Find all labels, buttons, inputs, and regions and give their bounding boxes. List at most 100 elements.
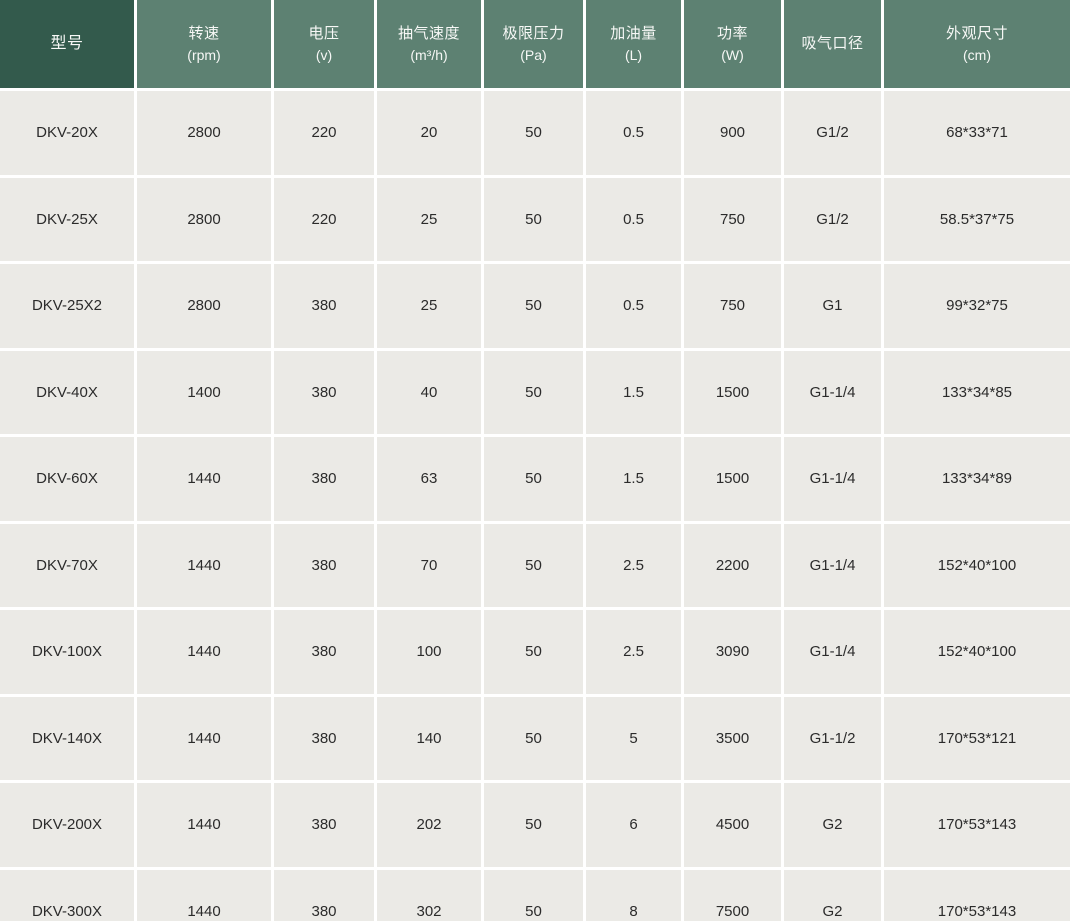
column-header-0: 型号 bbox=[0, 0, 134, 88]
column-header-label: 电压 bbox=[308, 24, 340, 42]
cell-value: 4500 bbox=[684, 783, 781, 867]
cell-model: DKV-60X bbox=[0, 437, 134, 521]
cell-value: 50 bbox=[484, 264, 583, 348]
column-header-8: 外观尺寸 (cm) bbox=[884, 0, 1070, 88]
cell-model: DKV-25X2 bbox=[0, 264, 134, 348]
cell-model: DKV-140X bbox=[0, 696, 134, 780]
cell-value: G1 bbox=[784, 264, 881, 348]
cell-value: 220 bbox=[274, 91, 374, 175]
cell-model: DKV-20X bbox=[0, 91, 134, 175]
cell-value: 170*53*143 bbox=[884, 869, 1070, 921]
cell-value: 1440 bbox=[137, 610, 271, 694]
column-header-label: 极限压力 bbox=[502, 24, 565, 42]
cell-value: 63 bbox=[377, 437, 481, 521]
cell-value: G1-1/4 bbox=[784, 437, 881, 521]
cell-value: 380 bbox=[274, 696, 374, 780]
column-header-6: 功率 (W) bbox=[684, 0, 781, 88]
cell-value: 20 bbox=[377, 91, 481, 175]
cell-value: 202 bbox=[377, 783, 481, 867]
cell-value: 380 bbox=[274, 523, 374, 607]
cell-value: 380 bbox=[274, 869, 374, 921]
cell-value: 133*34*89 bbox=[884, 437, 1070, 521]
column-header-label: 抽气速度 bbox=[397, 24, 460, 42]
cell-value: G1/2 bbox=[784, 91, 881, 175]
cell-value: 170*53*143 bbox=[884, 783, 1070, 867]
column-header-label: 加油量 bbox=[610, 24, 657, 42]
cell-value: 133*34*85 bbox=[884, 350, 1070, 434]
cell-value: 50 bbox=[484, 437, 583, 521]
column-header-label: 吸气口径 bbox=[801, 35, 864, 53]
cell-value: 380 bbox=[274, 350, 374, 434]
column-header-unit: (m³/h) bbox=[410, 46, 448, 63]
cell-value: 0.5 bbox=[586, 264, 681, 348]
cell-model: DKV-25X bbox=[0, 177, 134, 261]
column-header-3: 抽气速度 (m³/h) bbox=[377, 0, 481, 88]
cell-value: 1500 bbox=[684, 437, 781, 521]
cell-value: 50 bbox=[484, 696, 583, 780]
column-header-4: 极限压力 (Pa) bbox=[484, 0, 583, 88]
column-header-unit: (cm) bbox=[963, 46, 991, 63]
cell-value: 1400 bbox=[137, 350, 271, 434]
cell-value: 900 bbox=[684, 91, 781, 175]
cell-value: 25 bbox=[377, 264, 481, 348]
cell-value: 2800 bbox=[137, 177, 271, 261]
cell-value: 1440 bbox=[137, 783, 271, 867]
cell-value: 50 bbox=[484, 783, 583, 867]
cell-value: 140 bbox=[377, 696, 481, 780]
cell-value: 8 bbox=[586, 869, 681, 921]
cell-value: 220 bbox=[274, 177, 374, 261]
cell-value: 2.5 bbox=[586, 523, 681, 607]
column-header-1: 转速 (rpm) bbox=[137, 0, 271, 88]
cell-value: G1-1/4 bbox=[784, 523, 881, 607]
cell-model: DKV-100X bbox=[0, 610, 134, 694]
cell-value: 50 bbox=[484, 91, 583, 175]
cell-value: 0.5 bbox=[586, 177, 681, 261]
cell-value: 50 bbox=[484, 523, 583, 607]
cell-value: G1-1/2 bbox=[784, 696, 881, 780]
cell-value: 152*40*100 bbox=[884, 523, 1070, 607]
cell-value: 70 bbox=[377, 523, 481, 607]
column-header-unit: (Pa) bbox=[520, 46, 547, 63]
column-header-unit: (v) bbox=[315, 46, 333, 63]
cell-value: 380 bbox=[274, 783, 374, 867]
column-header-7: 吸气口径 bbox=[784, 0, 881, 88]
cell-value: 1440 bbox=[137, 696, 271, 780]
cell-value: 68*33*71 bbox=[884, 91, 1070, 175]
column-header-2: 电压 (v) bbox=[274, 0, 374, 88]
cell-value: G2 bbox=[784, 869, 881, 921]
column-header-unit: (W) bbox=[721, 46, 744, 63]
cell-value: 152*40*100 bbox=[884, 610, 1070, 694]
cell-value: 750 bbox=[684, 264, 781, 348]
cell-value: 100 bbox=[377, 610, 481, 694]
column-header-label: 功率 bbox=[716, 24, 748, 42]
cell-value: 2200 bbox=[684, 523, 781, 607]
cell-value: 50 bbox=[484, 350, 583, 434]
column-header-5: 加油量 (L) bbox=[586, 0, 681, 88]
cell-value: 50 bbox=[484, 177, 583, 261]
cell-value: 2800 bbox=[137, 91, 271, 175]
cell-value: 2.5 bbox=[586, 610, 681, 694]
cell-value: G1-1/4 bbox=[784, 350, 881, 434]
column-header-unit: (rpm) bbox=[187, 46, 221, 63]
cell-value: 40 bbox=[377, 350, 481, 434]
cell-value: 50 bbox=[484, 610, 583, 694]
cell-value: 380 bbox=[274, 264, 374, 348]
cell-model: DKV-300X bbox=[0, 869, 134, 921]
cell-value: 5 bbox=[586, 696, 681, 780]
cell-value: 380 bbox=[274, 610, 374, 694]
cell-value: 302 bbox=[377, 869, 481, 921]
cell-value: 0.5 bbox=[586, 91, 681, 175]
cell-value: 1.5 bbox=[586, 350, 681, 434]
cell-model: DKV-70X bbox=[0, 523, 134, 607]
cell-value: 1.5 bbox=[586, 437, 681, 521]
cell-value: 1440 bbox=[137, 523, 271, 607]
cell-value: G1-1/4 bbox=[784, 610, 881, 694]
cell-value: 58.5*37*75 bbox=[884, 177, 1070, 261]
cell-value: 7500 bbox=[684, 869, 781, 921]
cell-value: 50 bbox=[484, 869, 583, 921]
column-header-label: 型号 bbox=[50, 35, 84, 53]
cell-value: 380 bbox=[274, 437, 374, 521]
cell-value: 750 bbox=[684, 177, 781, 261]
